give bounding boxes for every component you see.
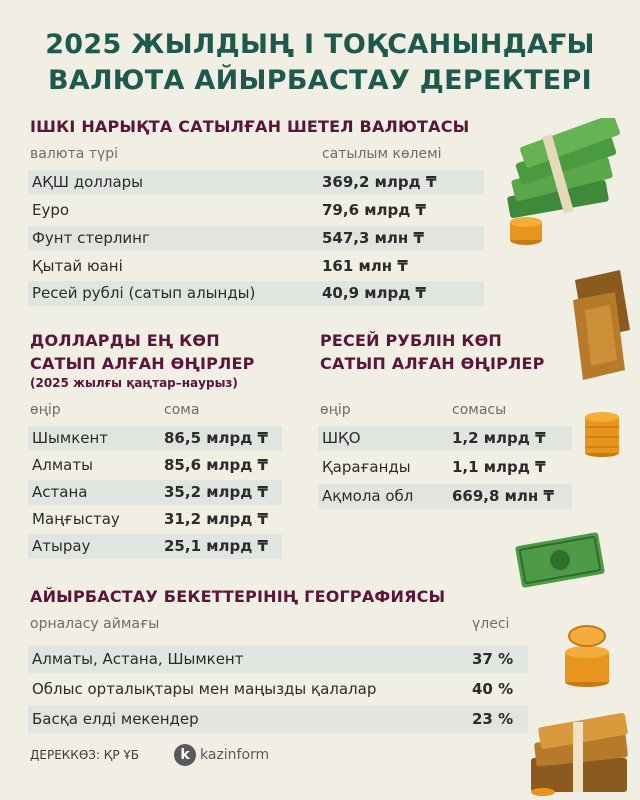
dollar-regions-title-line1: ДОЛЛАРДЫ ЕҢ КӨП xyxy=(30,331,220,350)
ruble-row-bar xyxy=(318,426,572,451)
geography-row-value: 37 % xyxy=(472,650,514,668)
dollar-row-name: Алматы xyxy=(32,456,93,474)
domestic-row-name: Қытай юані xyxy=(32,257,123,275)
dollar-row-name: Астана xyxy=(32,483,88,501)
ruble-col-region-header: өңір xyxy=(320,402,351,418)
domestic-row-value: 79,6 млрд ₸ xyxy=(322,201,426,219)
dollar-row-value: 35,2 млрд ₸ xyxy=(164,483,268,501)
source-label: ДЕРЕККӨЗ: ҚР ҰБ xyxy=(30,748,139,762)
geography-row-name: Облыс орталықтары мен маңызды қалалар xyxy=(32,680,377,698)
domestic-row-bar xyxy=(28,170,484,195)
domestic-col-currency-header: валюта түрі xyxy=(30,146,118,162)
dollar-col-sum-header: сома xyxy=(164,402,200,418)
dollar-row-name: Маңғыстау xyxy=(32,510,120,528)
dollar-row-value: 85,6 млрд ₸ xyxy=(164,456,268,474)
geography-section-title: АЙЫРБАСТАУ БЕКЕТТЕРІНІҢ ГЕОГРАФИЯСЫ xyxy=(30,587,446,606)
geography-row-value: 40 % xyxy=(472,680,514,698)
money-bundle-icon xyxy=(531,713,628,796)
ruble-regions-title-line2: САТЫП АЛҒАН ӨҢІРЛЕР xyxy=(320,354,545,373)
geography-row-value: 23 % xyxy=(472,710,514,728)
domestic-row-value: 161 млн ₸ xyxy=(322,257,408,275)
banknote-icon xyxy=(515,532,605,588)
geography-row-name: Басқа елді мекендер xyxy=(32,710,199,728)
domestic-row-value: 369,2 млрд ₸ xyxy=(322,173,437,191)
ruble-row-name: Ақмола обл xyxy=(322,487,414,505)
dollar-row-value: 86,5 млрд ₸ xyxy=(164,429,268,447)
domestic-row-name: Фунт стерлинг xyxy=(32,229,150,247)
coin-stack-icon xyxy=(585,412,619,457)
geography-col-area-header: орналасу аймағы xyxy=(30,616,160,632)
dollar-row-name: Атырау xyxy=(32,537,91,555)
domestic-row-bar xyxy=(28,226,484,251)
dollar-regions-title-line2: САТЫП АЛҒАН ӨҢІРЛЕР xyxy=(30,354,255,373)
page-title-line2: ВАЛЮТА АЙЫРБАСТАУ ДЕРЕКТЕРІ xyxy=(48,65,592,96)
domestic-row-value: 40,9 млрд ₸ xyxy=(322,284,426,302)
domestic-row-name: АҚШ доллары xyxy=(32,173,143,191)
dollar-row-bar xyxy=(28,426,282,451)
domestic-row-bar xyxy=(28,281,484,306)
domestic-col-volume-header: сатылым көлемі xyxy=(322,146,442,162)
ruble-row-value: 1,2 млрд ₸ xyxy=(452,429,546,447)
ruble-regions-title-line1: РЕСЕЙ РУБЛІН КӨП xyxy=(320,331,503,350)
dollar-row-bar xyxy=(28,534,282,559)
domestic-row-name: Ресей рублі (сатып алынды) xyxy=(32,284,256,302)
domestic-row-value: 547,3 млн ₸ xyxy=(322,229,424,247)
dollar-row-value: 31,2 млрд ₸ xyxy=(164,510,268,528)
domestic-row-name: Еуро xyxy=(32,201,70,219)
coins-icon xyxy=(565,625,609,687)
domestic-section-title: ІШКІ НАРЫҚТА САТЫЛҒАН ШЕТЕЛ ВАЛЮТАСЫ xyxy=(30,117,470,136)
ruble-row-name: ШҚО xyxy=(322,429,361,447)
flying-banknotes-icon xyxy=(573,270,630,380)
page-title-line1: 2025 ЖЫЛДЫҢ І ТОҚСАНЫНДАҒЫ xyxy=(45,29,595,60)
kazinform-logo-icon: k xyxy=(174,744,196,766)
kazinform-logo-text: kazinform xyxy=(200,747,270,763)
ruble-row-value: 669,8 млн ₸ xyxy=(452,487,554,505)
ruble-col-sum-header: сомасы xyxy=(452,402,507,418)
geography-row-bar xyxy=(28,705,528,733)
geography-row-name: Алматы, Астана, Шымкент xyxy=(32,650,244,668)
dollar-regions-subtitle: (2025 жылғы қаңтар–наурыз) xyxy=(30,376,238,390)
dollar-col-region-header: өңір xyxy=(30,402,61,418)
geography-col-share-header: үлесі xyxy=(472,616,510,632)
dollar-row-bar xyxy=(28,480,282,505)
dollar-row-value: 25,1 млрд ₸ xyxy=(164,537,268,555)
ruble-row-bar xyxy=(318,484,572,509)
ruble-row-value: 1,1 млрд ₸ xyxy=(452,458,546,476)
ruble-row-name: Қарағанды xyxy=(322,458,411,476)
money-stack-icon xyxy=(507,118,620,245)
geography-row-bar xyxy=(28,645,528,673)
dollar-row-name: Шымкент xyxy=(32,429,109,447)
